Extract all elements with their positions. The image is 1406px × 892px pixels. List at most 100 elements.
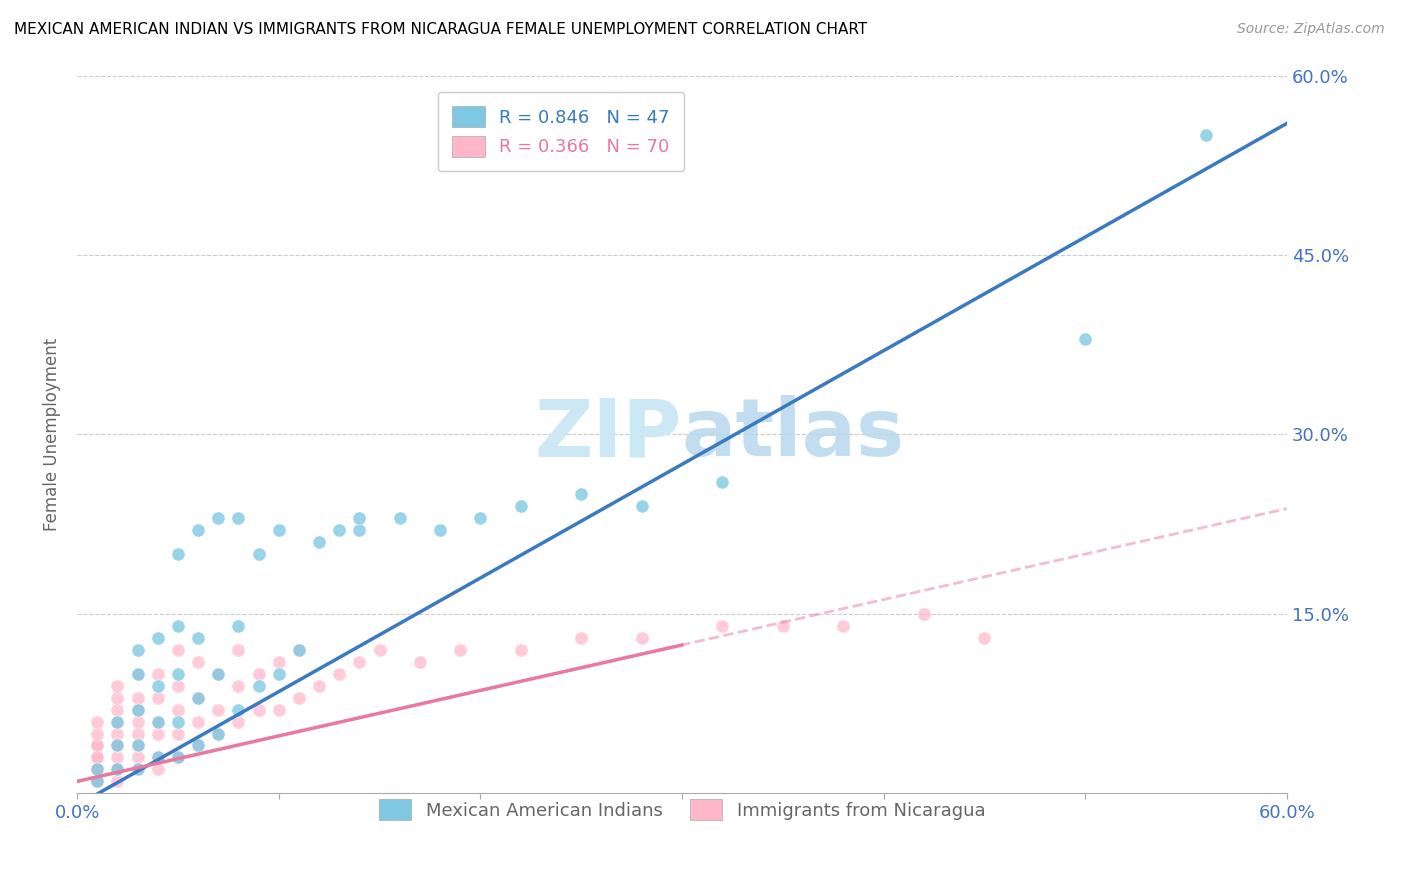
Point [107, 714, 129, 729]
Point [167, 547, 190, 561]
Point [328, 666, 350, 681]
Point [107, 750, 129, 764]
Point [127, 642, 149, 657]
Point [127, 703, 149, 717]
Point [86, 739, 108, 753]
Legend: Mexican American Indians, Immigrants from Nicaragua: Mexican American Indians, Immigrants fro… [364, 785, 1000, 835]
Text: atlas: atlas [682, 395, 905, 474]
Point [288, 642, 311, 657]
Point [711, 619, 734, 633]
Point [569, 487, 592, 501]
Point [167, 703, 190, 717]
Point [86, 774, 108, 789]
Point [146, 750, 169, 764]
Point [349, 523, 371, 537]
Point [167, 666, 190, 681]
Point [267, 666, 290, 681]
Point [146, 714, 169, 729]
Point [772, 619, 794, 633]
Point [207, 726, 229, 740]
Point [187, 690, 209, 705]
Point [107, 763, 129, 777]
Point [167, 679, 190, 693]
Point [86, 763, 108, 777]
Point [429, 523, 451, 537]
Text: MEXICAN AMERICAN INDIAN VS IMMIGRANTS FROM NICARAGUA FEMALE UNEMPLOYMENT CORRELA: MEXICAN AMERICAN INDIAN VS IMMIGRANTS FR… [14, 22, 868, 37]
Y-axis label: Female Unemployment: Female Unemployment [44, 338, 60, 531]
Point [146, 714, 169, 729]
Point [228, 511, 250, 525]
Point [127, 726, 149, 740]
Point [86, 750, 108, 764]
Point [388, 511, 411, 525]
Point [167, 726, 190, 740]
Point [146, 690, 169, 705]
Point [207, 666, 229, 681]
Point [509, 500, 531, 514]
Point [409, 655, 432, 669]
Point [832, 619, 855, 633]
Point [288, 642, 311, 657]
Text: ZIP: ZIP [534, 395, 682, 474]
Point [127, 763, 149, 777]
Point [267, 655, 290, 669]
Point [207, 726, 229, 740]
Point [247, 547, 270, 561]
Point [349, 655, 371, 669]
Point [127, 666, 149, 681]
Point [167, 750, 190, 764]
Point [187, 523, 209, 537]
Point [509, 642, 531, 657]
Point [247, 666, 270, 681]
Point [127, 739, 149, 753]
Point [86, 739, 108, 753]
Point [228, 703, 250, 717]
Point [247, 703, 270, 717]
Point [228, 642, 250, 657]
Point [187, 631, 209, 645]
Point [86, 763, 108, 777]
Point [146, 763, 169, 777]
Point [187, 655, 209, 669]
Point [146, 750, 169, 764]
Point [167, 714, 190, 729]
Point [86, 714, 108, 729]
Point [228, 679, 250, 693]
Point [107, 714, 129, 729]
Point [167, 642, 190, 657]
Point [146, 666, 169, 681]
Point [228, 619, 250, 633]
Point [308, 535, 330, 549]
Point [228, 714, 250, 729]
Point [187, 739, 209, 753]
Point [207, 703, 229, 717]
Point [187, 714, 209, 729]
Point [107, 739, 129, 753]
Point [86, 763, 108, 777]
Point [86, 750, 108, 764]
Point [449, 642, 471, 657]
Point [187, 739, 209, 753]
Point [267, 703, 290, 717]
Point [107, 774, 129, 789]
Point [1074, 332, 1097, 346]
Point [711, 475, 734, 490]
Point [86, 726, 108, 740]
Point [127, 739, 149, 753]
Point [973, 631, 995, 645]
Point [267, 523, 290, 537]
Point [187, 690, 209, 705]
Point [308, 679, 330, 693]
Point [167, 750, 190, 764]
Point [127, 750, 149, 764]
Point [107, 763, 129, 777]
Point [127, 763, 149, 777]
Point [107, 739, 129, 753]
Point [86, 774, 108, 789]
Point [569, 631, 592, 645]
Point [912, 607, 935, 621]
Point [630, 631, 652, 645]
Point [207, 511, 229, 525]
Point [146, 631, 169, 645]
Point [127, 666, 149, 681]
